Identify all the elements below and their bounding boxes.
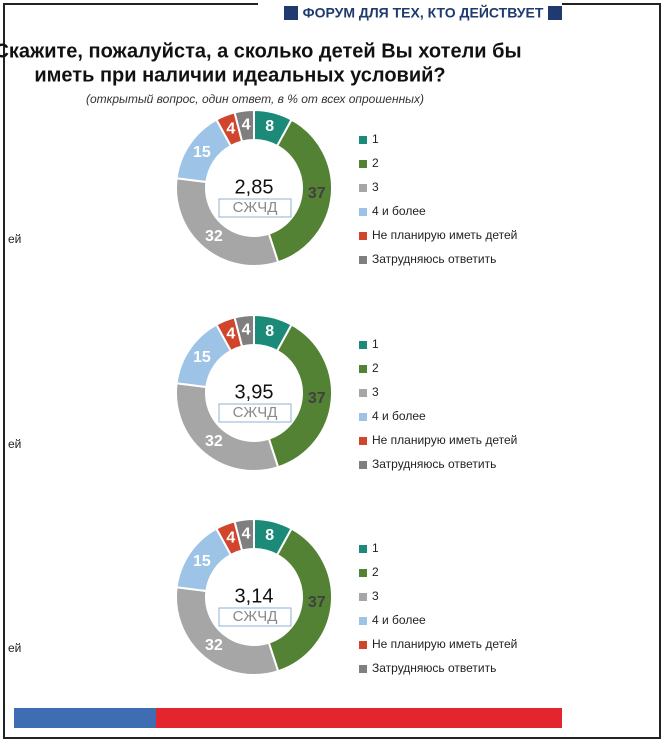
cropped-text: ей	[8, 437, 21, 451]
legend-swatch	[359, 136, 367, 144]
data-label: 4	[226, 530, 235, 547]
legend-swatch	[359, 569, 367, 577]
legend-label: 3	[372, 589, 379, 603]
center-label-box	[218, 198, 292, 218]
center-label: СЖЧД	[233, 404, 278, 421]
legend-swatch	[359, 232, 367, 240]
legend-swatch	[359, 389, 367, 397]
legend-label: 1	[372, 337, 379, 351]
center-value: 3,14	[235, 585, 274, 607]
donut-segment	[233, 108, 255, 143]
data-label: 4	[226, 121, 235, 138]
legend-swatch	[359, 593, 367, 601]
data-label: 32	[205, 228, 223, 245]
data-label: 37	[308, 594, 326, 611]
header-banner	[258, 0, 562, 24]
legend-swatch	[359, 545, 367, 553]
header-text: ФОРУМ ДЛЯ ТЕХ, КТО ДЕЙСТВУЕТ	[303, 4, 544, 21]
legend-swatch	[359, 617, 367, 625]
legend-swatch	[359, 365, 367, 373]
donut-segment	[267, 323, 333, 469]
center-label: СЖЧД	[233, 608, 278, 625]
center-value: 2,85	[235, 176, 274, 198]
legend-label: 4 и более	[372, 409, 426, 423]
legend-swatch	[359, 413, 367, 421]
data-label: 32	[205, 433, 223, 450]
donut-segment	[175, 586, 280, 676]
legend-swatch	[359, 641, 367, 649]
legend-label: 3	[372, 385, 379, 399]
legend-label: 2	[372, 156, 379, 170]
center-label: СЖЧД	[233, 199, 278, 216]
legend-label: 2	[372, 361, 379, 375]
legend-swatch	[359, 341, 367, 349]
data-label: 4	[226, 326, 235, 343]
legend-label: 4 и более	[372, 204, 426, 218]
legend-label: Не планирую иметь детей	[372, 228, 517, 242]
data-label: 15	[193, 144, 211, 161]
legend-label: Затрудняюсь ответить	[372, 252, 496, 266]
data-label: 4	[242, 526, 251, 543]
legend-swatch	[359, 184, 367, 192]
donut-segment	[267, 118, 333, 264]
legend-swatch	[359, 256, 367, 264]
legend-swatch	[359, 160, 367, 168]
legend-swatch	[359, 437, 367, 445]
data-label: 8	[265, 118, 274, 135]
data-label: 4	[242, 322, 251, 339]
cropped-text: ей	[8, 641, 21, 655]
center-label-box	[218, 607, 292, 627]
donut-segment	[233, 313, 255, 348]
legend-swatch	[359, 208, 367, 216]
legend-label: 1	[372, 541, 379, 555]
legend-label: 3	[372, 180, 379, 194]
cropped-text: ей	[8, 232, 21, 246]
data-label: 8	[265, 323, 274, 340]
header-mark	[548, 6, 562, 20]
data-label: 15	[193, 553, 211, 570]
title-line: иметь при наличии идеальных условий?	[34, 64, 445, 86]
legend-swatch	[359, 665, 367, 673]
data-label: 32	[205, 637, 223, 654]
subtitle: (открытый вопрос, один ответ, в % от все…	[86, 92, 424, 106]
donut-segment	[175, 177, 280, 267]
legend-label: Затрудняюсь ответить	[372, 661, 496, 675]
donut-segment	[267, 527, 333, 673]
title-line: Скажите, пожалуйста, а сколько детей Вы …	[0, 40, 522, 62]
data-label: 37	[308, 185, 326, 202]
legend-swatch	[359, 461, 367, 469]
center-value: 3,95	[235, 381, 274, 403]
data-label: 4	[242, 117, 251, 134]
legend-label: 2	[372, 565, 379, 579]
data-label: 8	[265, 527, 274, 544]
footer-bar	[14, 708, 156, 728]
legend-label: Не планирую иметь детей	[372, 433, 517, 447]
legend-label: 4 и более	[372, 613, 426, 627]
legend-label: Затрудняюсь ответить	[372, 457, 496, 471]
legend-label: Не планирую иметь детей	[372, 637, 517, 651]
data-label: 37	[308, 390, 326, 407]
header-mark	[284, 6, 298, 20]
donut-segment	[175, 382, 280, 472]
legend-label: 1	[372, 132, 379, 146]
data-label: 15	[193, 349, 211, 366]
frame	[3, 3, 661, 739]
footer-bar	[156, 708, 562, 728]
donut-segment	[233, 517, 255, 552]
center-label-box	[218, 403, 292, 423]
